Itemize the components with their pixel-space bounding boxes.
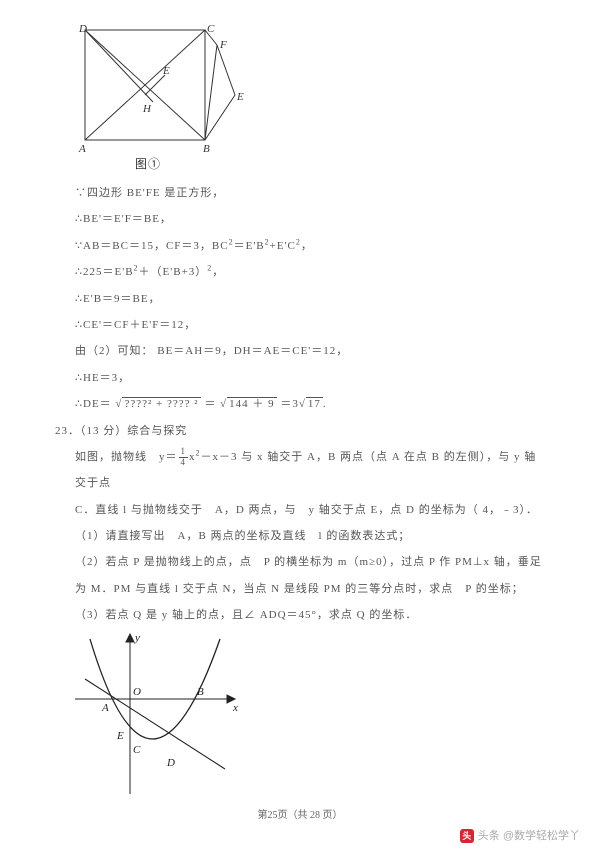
q23-stem2: C．直线 l 与抛物线交于 A，D 两点，与 y 轴交于点 E，点 D 的坐标为…: [75, 497, 545, 523]
pt-b: B: [203, 143, 211, 155]
proof-l7: 由（2）可知： BE＝AH＝9，DH＝AE＝CE'＝12，: [75, 338, 545, 364]
p2-e: E: [116, 730, 125, 742]
q23-p1: （1）请直接写出 A，B 两点的坐标及直线 l 的函数表达式；: [75, 523, 545, 549]
q23-stem1: 如图，抛物线 y＝14x2－x－3 与 x 轴交于 A，B 两点（点 A 在点 …: [75, 444, 545, 497]
q23-p3: （3）若点 Q 是 y 轴上的点，且∠ ADQ＝45°，求点 Q 的坐标．: [75, 602, 545, 628]
pt-c: C: [207, 23, 215, 35]
proof-l4: ∴225＝E'B2＋（E'B+3）2，: [75, 259, 545, 285]
q23-p2b: 为 M．PM 与直线 l 交于点 N，当点 N 是线段 PM 的三等分点时，求点…: [75, 576, 545, 602]
proof-l8: ∴HE＝3，: [75, 365, 545, 391]
proof-l9: ∴DE＝ √????² + ???? ² ＝ √144 ＋ 9 ＝3√17.: [75, 391, 545, 417]
pt-d: D: [78, 23, 88, 35]
figure-parabola: y x O A B E C D: [65, 629, 545, 799]
pt-h: H: [142, 103, 152, 115]
fig1-label: 图①: [135, 157, 161, 170]
pt-a: A: [78, 143, 87, 155]
proof-l6: ∴CE'＝CF＋E'F＝12，: [75, 312, 545, 338]
pt-o: O: [133, 686, 142, 698]
p2-d: D: [166, 757, 176, 769]
page-footer: 第25页（共 28 页）: [55, 804, 545, 828]
p2-a: A: [101, 702, 110, 714]
q23-head: 23．（13 分）综合与探究: [55, 418, 545, 444]
p2-c: C: [133, 744, 141, 756]
pt-f: F: [219, 39, 228, 51]
figure-geometry: D C F E H E' A B 图①: [75, 20, 545, 170]
proof-l5: ∴E'B＝9＝BE，: [75, 286, 545, 312]
logo-icon: 头: [460, 829, 474, 843]
axis-y: y: [134, 632, 141, 644]
pt-ep: E': [236, 91, 245, 103]
proof-l1: ∵四边形 BE'FE 是正方形，: [75, 180, 545, 206]
axis-x: x: [232, 702, 239, 714]
proof-l2: ∴BE'＝E'F＝BE，: [75, 206, 545, 232]
p2-b: B: [197, 686, 205, 698]
watermark: 头头条 @数学轻松学丫: [460, 827, 580, 843]
pt-e: E: [162, 65, 171, 77]
q23-p2a: （2）若点 P 是抛物线上的点，点 P 的横坐标为 m（m≥0），过点 P 作 …: [75, 549, 545, 575]
proof-l3: ∵AB＝BC＝15，CF＝3，BC2＝E'B2+E'C2，: [75, 233, 545, 259]
